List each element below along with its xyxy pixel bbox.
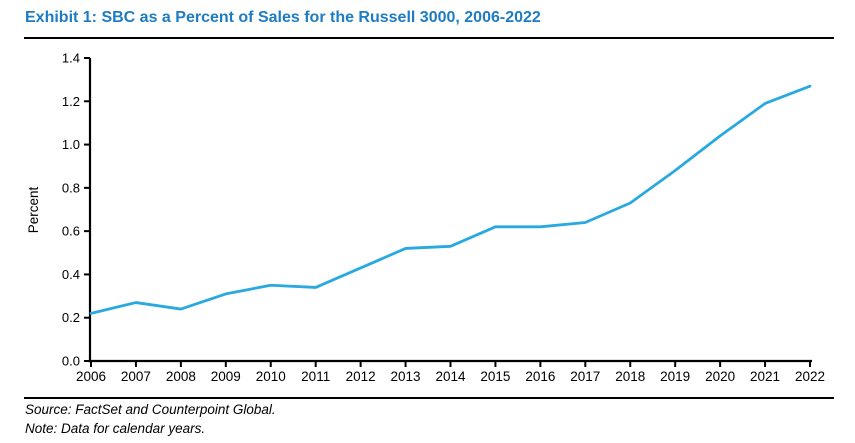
x-tick-label: 2016 <box>525 369 555 384</box>
exhibit-title: Exhibit 1: SBC as a Percent of Sales for… <box>25 9 541 26</box>
x-tick-label: 2021 <box>750 369 780 384</box>
x-tick-label: 2014 <box>435 369 466 384</box>
x-tick-label: 2017 <box>570 369 600 384</box>
y-tick-label: 0.6 <box>62 224 80 239</box>
y-tick-label: 0.2 <box>62 310 80 325</box>
x-tick-label: 2009 <box>211 369 241 384</box>
source-note: Source: FactSet and Counterpoint Global. <box>25 402 276 417</box>
x-tick-label: 2015 <box>480 369 510 384</box>
title-divider-rule <box>24 37 834 40</box>
x-tick-label: 2019 <box>660 369 690 384</box>
y-tick-label: 0.0 <box>62 354 80 369</box>
sbc-trend-line <box>89 84 812 315</box>
sbc-line-chart: 0.0 0.2 0.4 0.6 0.8 1.0 1.2 1.4 2006 2007 2008 2009… <box>0 40 855 396</box>
line-chart-canvas: 0.0 0.2 0.4 0.6 0.8 1.0 1.2 1.4 2006 2007 2008 2009… <box>26 51 825 385</box>
x-tick-label: 2018 <box>615 369 645 384</box>
y-tick-label: 1.0 <box>62 137 80 152</box>
x-tick-label: 2012 <box>346 369 376 384</box>
x-tick-label: 2008 <box>166 369 196 384</box>
y-tick-label: 0.8 <box>62 180 80 195</box>
x-tick-label: 2011 <box>301 369 330 384</box>
y-tick-label: 1.4 <box>62 51 80 66</box>
x-tick-label: 2010 <box>256 369 286 384</box>
x-tick-label: 2013 <box>391 369 421 384</box>
y-tick-label: 0.4 <box>62 267 80 282</box>
x-tick-label: 2020 <box>705 369 735 384</box>
x-tick-label: 2007 <box>121 369 151 384</box>
y-axis-title: Percent <box>26 186 41 233</box>
x-tick-label: 2006 <box>76 369 106 384</box>
y-tick-label: 1.2 <box>62 94 80 109</box>
calendar-note: Note: Data for calendar years. <box>25 421 206 436</box>
x-tick-label: 2022 <box>795 369 825 384</box>
footer-divider-rule <box>24 397 834 399</box>
